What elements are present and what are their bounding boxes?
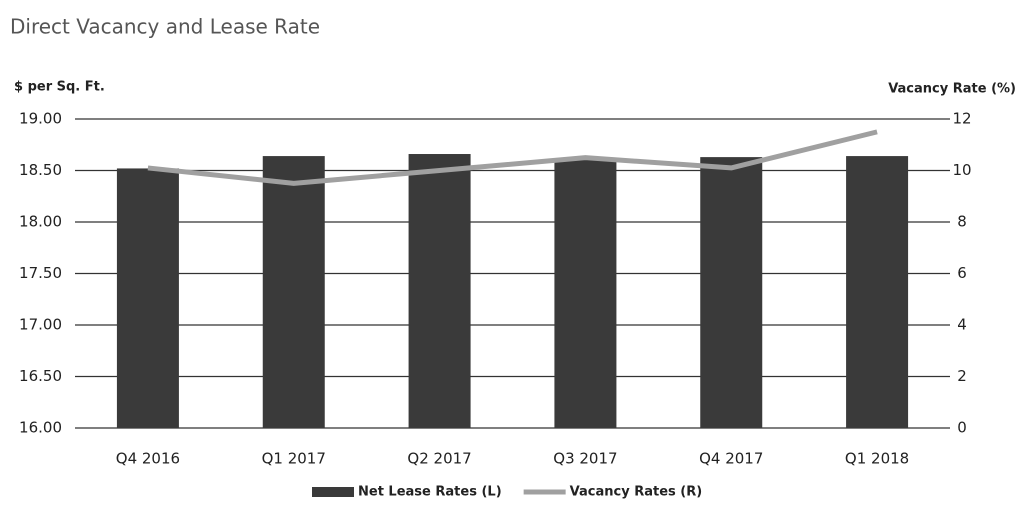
y-axis-label: $ per Sq. Ft. [14, 80, 105, 95]
y2-tick-label: 2 [957, 367, 967, 385]
legend-swatch [312, 487, 354, 497]
bar [554, 158, 617, 428]
x-tick-label: Q4 2016 [116, 450, 180, 468]
y2-tick-label: 6 [957, 264, 967, 282]
x-tick-label: Q1 2018 [845, 450, 909, 468]
x-tick-label: Q3 2017 [553, 450, 617, 468]
bar [408, 154, 471, 428]
bar [700, 157, 763, 429]
y2-tick-label: 12 [952, 110, 971, 128]
y-tick-label: 18.00 [19, 213, 62, 231]
y-tick-label: 18.50 [19, 161, 62, 179]
y-tick-label: 19.00 [19, 110, 62, 128]
y2-tick-label: 10 [952, 161, 971, 179]
y-tick-label: 17.00 [19, 316, 62, 334]
bar [262, 156, 325, 428]
y-tick-label: 17.50 [19, 264, 62, 282]
bar [116, 168, 179, 428]
legend-label: Net Lease Rates (L) [358, 485, 502, 500]
y2-axis-label: Vacancy Rate (%) [888, 82, 1016, 97]
y2-tick-label: 8 [957, 213, 967, 231]
line [147, 129, 878, 186]
y2-tick-label: 4 [957, 316, 967, 334]
chart-title: Direct Vacancy and Lease Rate [10, 15, 320, 39]
x-tick-label: Q2 2017 [407, 450, 471, 468]
bar [846, 156, 909, 428]
y-tick-label: 16.00 [19, 419, 62, 437]
x-tick-label: Q4 2017 [699, 450, 763, 468]
y-tick-label: 16.50 [19, 367, 62, 385]
y2-tick-label: 0 [957, 419, 967, 437]
x-tick-label: Q1 2017 [262, 450, 326, 468]
legend-label: Vacancy Rates (R) [570, 485, 703, 500]
